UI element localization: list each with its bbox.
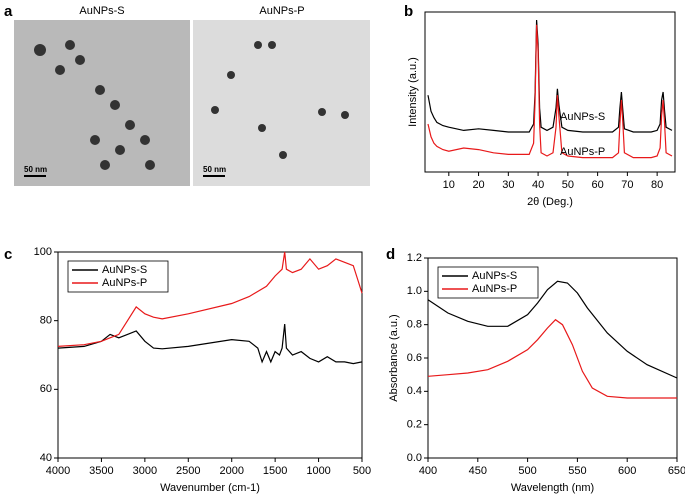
tem-image (193, 20, 370, 186)
y-tick-label: 1.0 (407, 285, 422, 297)
legend-label: AuNPs-P (472, 283, 517, 295)
legend-box (437, 266, 539, 299)
x-axis-label: Wavenumber (cm-1) (160, 482, 260, 494)
x-tick-label: 3000 (133, 465, 157, 477)
panel-label: a (4, 3, 13, 20)
x-tick-label: 450 (469, 465, 487, 477)
series-line (427, 280, 678, 379)
y-axis-label: Intensity (a.u.) (407, 57, 419, 127)
x-tick-label: 2500 (176, 465, 200, 477)
x-tick-label: 50 (562, 179, 574, 191)
x-tick-label: 400 (419, 465, 437, 477)
plot-frame (427, 257, 678, 459)
y-tick-label: 0.0 (407, 452, 422, 464)
panel-label: b (404, 3, 413, 20)
y-tick-label: 80 (40, 315, 52, 327)
x-tick-label: 1500 (263, 465, 287, 477)
y-tick-label: 60 (40, 383, 52, 395)
x-tick-label: 1000 (306, 465, 330, 477)
series-line (427, 19, 673, 133)
x-tick-label: 40 (532, 179, 544, 191)
x-tick-label: 650 (668, 465, 685, 477)
scale-label: 50 nm (24, 165, 47, 174)
x-tick-label: 2000 (219, 465, 243, 477)
panel-label: d (386, 246, 395, 263)
x-tick-label: 30 (502, 179, 514, 191)
x-tick-label: 20 (472, 179, 484, 191)
y-tick-label: 100 (34, 246, 52, 258)
x-tick-label: 3500 (89, 465, 113, 477)
x-axis-label: Wavelength (nm) (511, 482, 594, 494)
y-tick-label: 40 (40, 452, 52, 464)
x-tick-label: 60 (591, 179, 603, 191)
y-tick-label: 0.8 (407, 319, 422, 331)
x-tick-label: 550 (568, 465, 586, 477)
legend-label: AuNPs-S (102, 264, 147, 276)
y-tick-label: 0.2 (407, 419, 422, 431)
plot-frame (424, 11, 676, 173)
scale-label: 50 nm (203, 165, 226, 174)
particles (34, 40, 349, 170)
x-tick-label: 10 (443, 179, 455, 191)
legend-label: AuNPs-P (102, 277, 147, 289)
x-tick-label: 4000 (46, 465, 70, 477)
x-tick-label: 500 (353, 465, 371, 477)
y-tick-label: 0.4 (407, 385, 422, 397)
panel-label: c (4, 246, 12, 263)
image-title: AuNPs-P (259, 5, 304, 17)
x-tick-label: 600 (618, 465, 636, 477)
y-tick-label: 0.6 (407, 352, 422, 364)
legend-box (67, 260, 169, 293)
series-label: AuNPs-P (560, 146, 605, 158)
image-title: AuNPs-S (79, 5, 124, 17)
series-line (427, 318, 677, 399)
legend-label: AuNPs-S (472, 270, 517, 282)
series-line (57, 251, 363, 347)
series-line (57, 324, 363, 365)
x-tick-label: 70 (621, 179, 633, 191)
y-axis-label: Absorbance (a.u.) (388, 314, 400, 401)
x-tick-label: 500 (518, 465, 536, 477)
x-axis-label: 2θ (Deg.) (527, 196, 573, 208)
x-tick-label: 80 (651, 179, 663, 191)
plot-frame (57, 251, 363, 459)
series-line (427, 24, 673, 159)
series-label: AuNPs-S (560, 111, 605, 123)
y-tick-label: 1.2 (407, 252, 422, 264)
